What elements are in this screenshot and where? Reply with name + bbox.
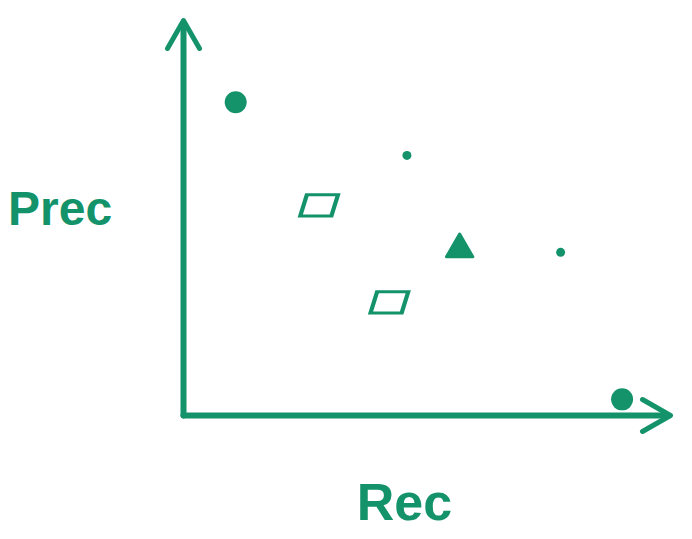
point bbox=[371, 292, 409, 313]
point bbox=[556, 248, 565, 257]
y-axis-line bbox=[181, 25, 187, 416]
chart: Rec Prec bbox=[0, 0, 692, 539]
x-axis-title: Rec bbox=[357, 473, 452, 531]
point bbox=[446, 234, 472, 257]
point bbox=[225, 91, 247, 113]
points bbox=[225, 91, 633, 410]
point bbox=[300, 195, 338, 216]
x-axis bbox=[184, 415, 667, 416]
x-axis-line bbox=[184, 413, 667, 419]
y-axis bbox=[183, 25, 184, 416]
point bbox=[402, 151, 411, 160]
y-axis-title: Prec bbox=[8, 182, 112, 235]
point bbox=[611, 388, 633, 410]
